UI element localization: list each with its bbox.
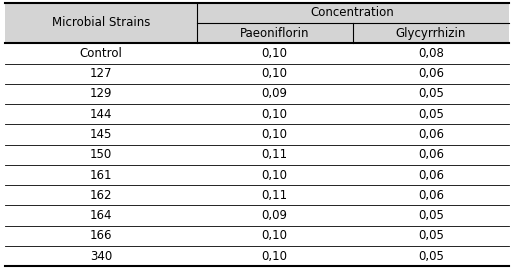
Text: 162: 162 bbox=[89, 189, 112, 202]
Text: 0,10: 0,10 bbox=[262, 128, 288, 141]
Text: 0,05: 0,05 bbox=[418, 250, 444, 263]
Text: 0,11: 0,11 bbox=[262, 189, 288, 202]
Text: 0,05: 0,05 bbox=[418, 229, 444, 242]
Text: Control: Control bbox=[79, 47, 122, 60]
Text: 0,06: 0,06 bbox=[418, 148, 444, 161]
Text: Concentration: Concentration bbox=[311, 6, 395, 19]
Text: 0,10: 0,10 bbox=[262, 108, 288, 121]
Text: Glycyrrhizin: Glycyrrhizin bbox=[396, 27, 466, 40]
Text: Paeoniflorin: Paeoniflorin bbox=[240, 27, 309, 40]
Text: 0,09: 0,09 bbox=[262, 209, 288, 222]
Text: 0,05: 0,05 bbox=[418, 209, 444, 222]
Text: 0,06: 0,06 bbox=[418, 189, 444, 202]
Text: 0,08: 0,08 bbox=[418, 47, 444, 60]
Text: 150: 150 bbox=[90, 148, 112, 161]
Text: 127: 127 bbox=[89, 67, 112, 80]
Text: 161: 161 bbox=[89, 169, 112, 182]
Text: 0,10: 0,10 bbox=[262, 47, 288, 60]
Text: 0,06: 0,06 bbox=[418, 169, 444, 182]
Text: 145: 145 bbox=[89, 128, 112, 141]
Text: 0,10: 0,10 bbox=[262, 250, 288, 263]
Text: Microbial Strains: Microbial Strains bbox=[52, 16, 150, 30]
Text: 0,10: 0,10 bbox=[262, 169, 288, 182]
Text: 129: 129 bbox=[89, 87, 112, 100]
Text: 0,05: 0,05 bbox=[418, 87, 444, 100]
Text: 166: 166 bbox=[89, 229, 112, 242]
Text: 0,10: 0,10 bbox=[262, 229, 288, 242]
Text: 0,05: 0,05 bbox=[418, 108, 444, 121]
Bar bbox=[5, 3, 509, 43]
Text: 0,06: 0,06 bbox=[418, 128, 444, 141]
Text: 0,09: 0,09 bbox=[262, 87, 288, 100]
Text: 0,06: 0,06 bbox=[418, 67, 444, 80]
Text: 144: 144 bbox=[89, 108, 112, 121]
Text: 0,10: 0,10 bbox=[262, 67, 288, 80]
Text: 0,11: 0,11 bbox=[262, 148, 288, 161]
Text: 340: 340 bbox=[90, 250, 112, 263]
Text: 164: 164 bbox=[89, 209, 112, 222]
